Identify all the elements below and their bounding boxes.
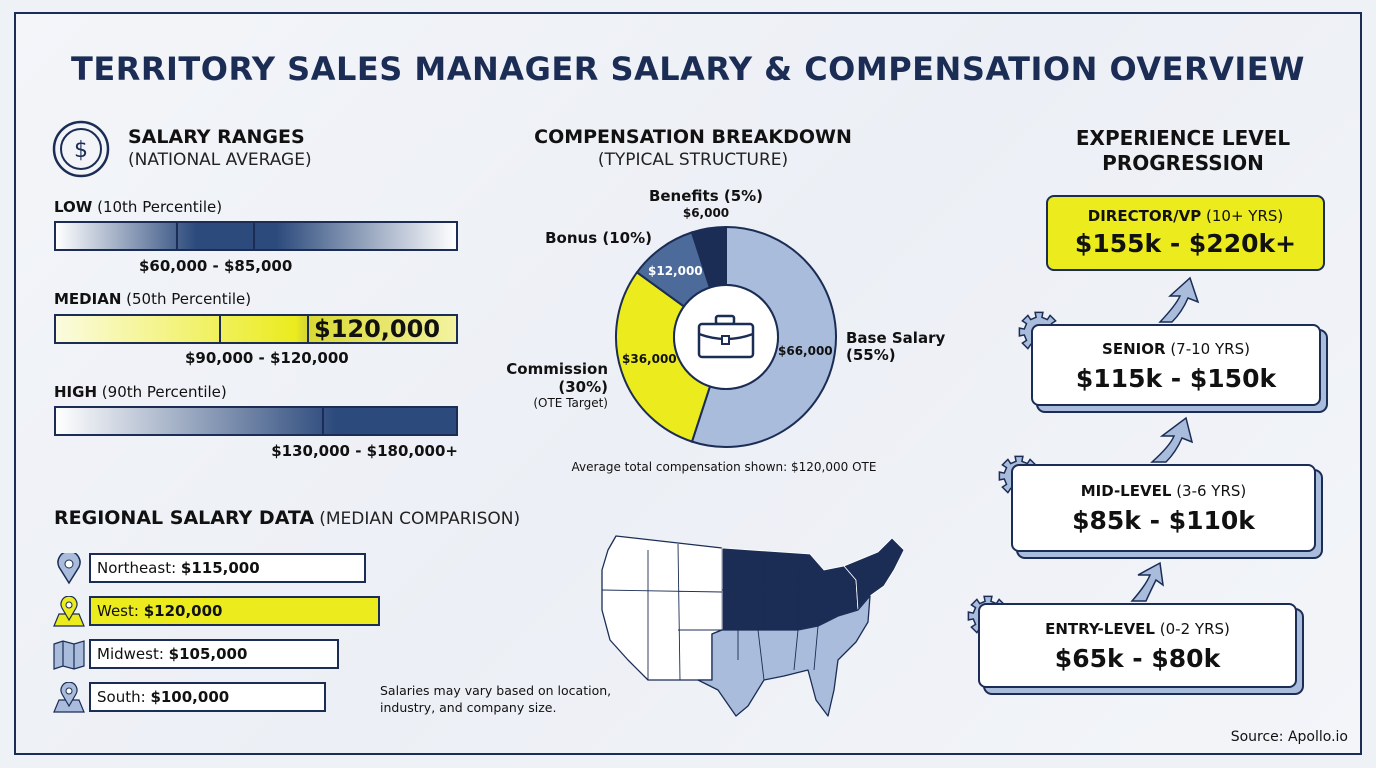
commission-value: $36,000 — [622, 352, 677, 366]
arrow-up-icon — [1130, 561, 1164, 602]
region-west: West: $120,000 — [89, 596, 380, 626]
median-range-value: $90,000 - $120,000 — [185, 349, 349, 367]
median-highlight-value: $120,000 — [314, 315, 441, 343]
experience-heading-line2: PROGRESSION — [1102, 151, 1264, 175]
base-salary-value: $66,000 — [778, 344, 833, 358]
map-pin-icon — [53, 596, 85, 627]
benefits-value: $6,000 — [682, 206, 730, 220]
region-northeast: Northeast: $115,000 — [89, 553, 366, 583]
low-range-value: $60,000 - $85,000 — [139, 257, 293, 275]
map-south-region — [697, 595, 871, 717]
arrow-up-icon — [1150, 416, 1194, 463]
benefits-label: Benefits (5%) — [648, 187, 764, 205]
commission-note: (OTE Target) — [533, 396, 608, 410]
level-mid-card: MID-LEVEL (3-6 YRS) $85k - $110k — [1011, 464, 1316, 552]
region-south: South: $100,000 — [89, 682, 326, 712]
high-label: HIGH (90th Percentile) — [54, 383, 227, 401]
compensation-subheading: (TYPICAL STRUCTURE) — [597, 150, 789, 170]
page-title: TERRITORY SALES MANAGER SALARY & COMPENS… — [71, 50, 1305, 88]
map-northeast-region — [843, 537, 905, 611]
high-range-value: $130,000 - $180,000+ — [271, 442, 458, 460]
source-label: Source: Apollo.io — [1230, 729, 1348, 745]
salary-ranges-heading: SALARY RANGES — [128, 126, 305, 148]
compensation-note: Average total compensation shown: $120,0… — [571, 460, 877, 474]
folded-map-icon — [53, 640, 85, 670]
level-senior-card: SENIOR (7-10 YRS) $115k - $150k — [1031, 324, 1321, 406]
regional-note: Salaries may vary based on location, indu… — [380, 683, 612, 715]
high-range-bar — [54, 406, 458, 436]
compensation-heading: COMPENSATION BREAKDOWN — [534, 126, 852, 148]
commission-label: Commission — [506, 360, 608, 378]
dollar-icon: $ — [52, 120, 110, 178]
map-pin-icon — [53, 682, 85, 713]
bonus-value: $12,000 — [648, 264, 703, 278]
median-range-bar: $120,000 — [54, 314, 458, 344]
briefcase-icon — [697, 314, 755, 359]
experience-heading-line1: EXPERIENCE LEVEL — [1075, 126, 1291, 150]
svg-text:$: $ — [74, 138, 88, 163]
bonus-label: Bonus (10%) — [545, 229, 652, 247]
base-salary-pct: (55%) — [846, 346, 896, 364]
arrow-up-icon — [1158, 276, 1200, 323]
low-label: LOW (10th Percentile) — [54, 198, 223, 216]
regional-heading: REGIONAL SALARY DATA (MEDIAN COMPARISON) — [54, 507, 521, 529]
commission-pct: (30%) — [558, 378, 608, 396]
level-entry-card: ENTRY-LEVEL (0-2 YRS) $65k - $80k — [978, 603, 1297, 688]
base-salary-label: Base Salary — [846, 329, 946, 347]
salary-ranges-subheading: (NATIONAL AVERAGE) — [128, 150, 312, 170]
us-map — [601, 535, 905, 717]
low-range-bar — [54, 221, 458, 251]
location-pin-icon — [57, 553, 81, 585]
level-director-card: DIRECTOR/VP (10+ YRS) $155k - $220k+ — [1046, 195, 1325, 271]
region-midwest: Midwest: $105,000 — [89, 639, 339, 669]
median-label: MEDIAN (50th Percentile) — [54, 290, 252, 308]
